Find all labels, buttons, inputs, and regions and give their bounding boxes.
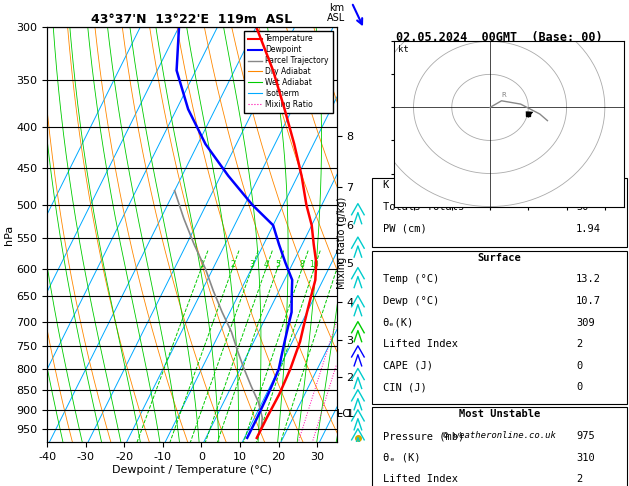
- Text: LCL: LCL: [337, 409, 354, 418]
- Text: 02.05.2024  00GMT  (Base: 00): 02.05.2024 00GMT (Base: 00): [396, 31, 603, 44]
- Text: PW (cm): PW (cm): [382, 224, 426, 234]
- Text: 1: 1: [199, 260, 204, 268]
- Bar: [372, 178, 627, 247]
- Text: 309: 309: [576, 318, 595, 328]
- Text: Lifted Index: Lifted Index: [382, 339, 457, 349]
- Text: θₑ(K): θₑ(K): [382, 318, 414, 328]
- Text: 50: 50: [576, 202, 589, 212]
- Text: 10.7: 10.7: [576, 296, 601, 306]
- Text: 10: 10: [309, 260, 319, 268]
- Title: 43°37'N  13°22'E  119m  ASL: 43°37'N 13°22'E 119m ASL: [91, 13, 292, 26]
- Text: 4: 4: [264, 260, 269, 268]
- Text: 975: 975: [576, 431, 595, 441]
- Text: 2: 2: [576, 339, 582, 349]
- Text: 3: 3: [249, 260, 254, 268]
- Y-axis label: hPa: hPa: [4, 225, 14, 244]
- Text: Most Unstable: Most Unstable: [459, 409, 540, 419]
- Bar: [372, 407, 627, 486]
- Text: K: K: [382, 180, 389, 191]
- Text: 2: 2: [576, 474, 582, 484]
- Text: Lifted Index: Lifted Index: [382, 474, 457, 484]
- Text: CAPE (J): CAPE (J): [382, 361, 433, 371]
- Text: 0: 0: [576, 382, 582, 392]
- Text: Surface: Surface: [478, 253, 521, 263]
- Text: 13.2: 13.2: [576, 275, 601, 284]
- Text: θₑ (K): θₑ (K): [382, 452, 420, 463]
- Text: Mixing Ratio (g/kg): Mixing Ratio (g/kg): [337, 197, 347, 289]
- Text: © weatheronline.co.uk: © weatheronline.co.uk: [443, 431, 556, 440]
- Legend: Temperature, Dewpoint, Parcel Trajectory, Dry Adiabat, Wet Adiabat, Isotherm, Mi: Temperature, Dewpoint, Parcel Trajectory…: [244, 31, 333, 113]
- Text: Pressure (mb): Pressure (mb): [382, 431, 464, 441]
- Text: 310: 310: [576, 452, 595, 463]
- Text: 24: 24: [576, 180, 589, 191]
- Text: km
ASL: km ASL: [327, 2, 346, 22]
- X-axis label: Dewpoint / Temperature (°C): Dewpoint / Temperature (°C): [112, 465, 272, 475]
- Text: 1.94: 1.94: [576, 224, 601, 234]
- Text: Dewp (°C): Dewp (°C): [382, 296, 439, 306]
- Text: CIN (J): CIN (J): [382, 382, 426, 392]
- Text: Totals Totals: Totals Totals: [382, 202, 464, 212]
- Text: 8: 8: [299, 260, 304, 268]
- Text: Temp (°C): Temp (°C): [382, 275, 439, 284]
- Text: 2: 2: [230, 260, 235, 268]
- Text: 5: 5: [275, 260, 280, 268]
- Text: R: R: [501, 92, 506, 99]
- Bar: [372, 251, 627, 404]
- Text: 0: 0: [576, 361, 582, 371]
- Text: kt: kt: [398, 45, 409, 53]
